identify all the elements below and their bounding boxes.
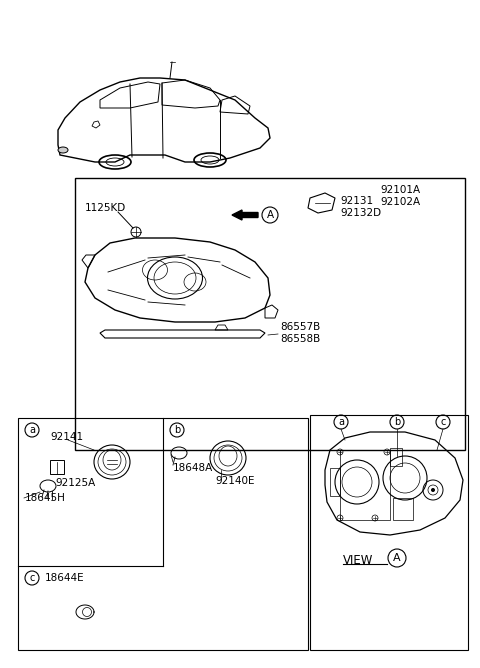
Text: a: a [338, 417, 344, 427]
Bar [330, 468, 340, 496]
Text: c: c [440, 417, 446, 427]
Text: 92125A: 92125A [55, 478, 95, 488]
Text: A: A [393, 553, 401, 563]
Text: 92141: 92141 [50, 432, 83, 442]
Text: VIEW: VIEW [343, 554, 373, 566]
Circle shape [431, 488, 435, 492]
Text: b: b [174, 425, 180, 435]
Bar [50, 460, 64, 474]
Text: 86557B
86558B: 86557B 86558B [280, 322, 320, 344]
Bar [390, 448, 402, 466]
Text: 18644E: 18644E [45, 573, 84, 583]
Bar [75, 178, 465, 450]
Bar [310, 415, 468, 650]
Ellipse shape [58, 147, 68, 153]
Text: b: b [394, 417, 400, 427]
FancyArrow shape [232, 210, 258, 220]
Text: 92131
92132D: 92131 92132D [340, 196, 381, 218]
Text: 1125KD: 1125KD [85, 203, 126, 213]
Text: 18648A: 18648A [173, 463, 213, 473]
Text: 92101A
92102A: 92101A 92102A [380, 185, 420, 206]
Text: 18645H: 18645H [25, 493, 66, 503]
Text: a: a [29, 425, 35, 435]
Bar [18, 418, 308, 650]
Bar [340, 450, 390, 520]
Bar [393, 498, 413, 520]
Text: c: c [29, 573, 35, 583]
Text: A: A [266, 210, 274, 220]
Text: 92140E: 92140E [215, 476, 254, 486]
